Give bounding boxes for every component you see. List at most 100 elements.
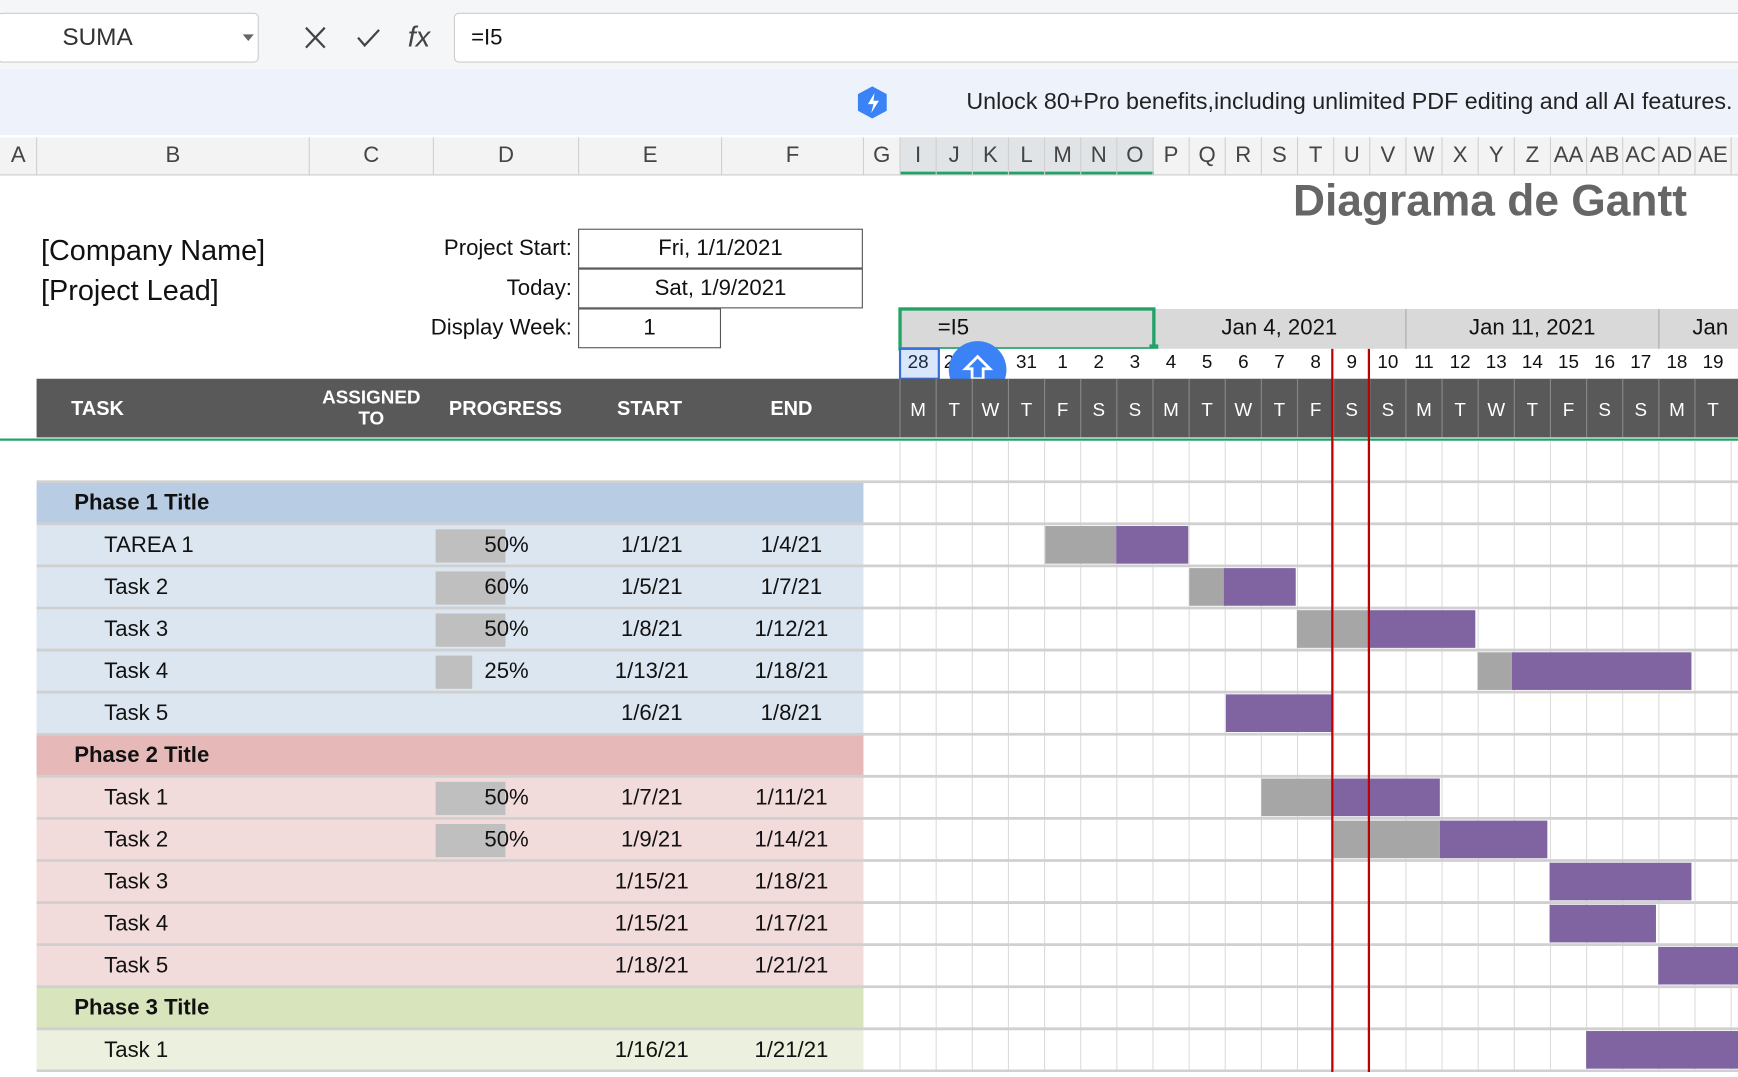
weekday: S — [1382, 399, 1395, 420]
fill-handle[interactable] — [1149, 344, 1159, 354]
task-end: 1/21/21 — [754, 1037, 828, 1062]
column-header[interactable]: E — [643, 142, 658, 167]
column-header[interactable]: F — [786, 142, 800, 167]
column-header[interactable]: Z — [1526, 142, 1540, 167]
phase-header — [36, 987, 864, 1028]
weekday: M — [1416, 399, 1432, 420]
table-header-text: END — [770, 398, 812, 420]
column-header[interactable]: AD — [1662, 142, 1693, 167]
table-header-text: TASK — [71, 398, 124, 420]
day-number: 19 — [1703, 351, 1724, 372]
task-name: TAREA 1 — [104, 532, 193, 557]
field-box[interactable] — [578, 268, 863, 309]
fx-icon[interactable]: fx — [408, 21, 432, 53]
column-header[interactable]: D — [498, 142, 514, 167]
column-header[interactable]: T — [1309, 142, 1323, 167]
column-header[interactable]: O — [1126, 142, 1143, 167]
day-number: 18 — [1666, 351, 1687, 372]
day-number: 16 — [1594, 351, 1615, 372]
task-name: Task 1 — [104, 1037, 168, 1062]
task-end: 1/4/21 — [761, 532, 823, 557]
confirm-icon[interactable] — [357, 29, 380, 48]
task-start: 1/15/21 — [615, 911, 689, 936]
phase-title: Phase 3 Title — [74, 995, 209, 1020]
progress-bar — [435, 823, 506, 858]
column-header[interactable]: AE — [1698, 142, 1728, 167]
column-header[interactable]: L — [1020, 142, 1032, 167]
day-number: 15 — [1558, 351, 1579, 372]
column-header[interactable]: K — [983, 142, 998, 167]
selected-columns-underline — [900, 171, 1154, 175]
formula-text: =I5 — [471, 25, 502, 50]
weekday: W — [1487, 399, 1505, 420]
task-name: Task 4 — [104, 911, 168, 936]
task-name: Task 4 — [104, 658, 168, 683]
column-header[interactable]: I — [915, 142, 921, 167]
column-header[interactable]: M — [1053, 142, 1071, 167]
task-end: 1/14/21 — [754, 826, 828, 851]
progress-bar — [435, 613, 506, 647]
week-header-bg — [900, 308, 1738, 349]
column-header[interactable]: P — [1164, 142, 1179, 167]
task-name: Task 5 — [104, 700, 168, 725]
name-box[interactable] — [0, 12, 259, 63]
column-header[interactable]: AB — [1590, 142, 1620, 167]
gantt-done — [1189, 568, 1224, 606]
banner-icon-bolt — [867, 93, 879, 113]
day-number: 7 — [1274, 351, 1284, 372]
column-header[interactable]: N — [1091, 142, 1107, 167]
progress-bar — [435, 655, 473, 689]
column-header[interactable]: B — [166, 142, 181, 167]
phase-title: Phase 2 Title — [74, 742, 209, 767]
task-end: 1/18/21 — [754, 658, 828, 683]
task-start: 1/16/21 — [615, 1037, 689, 1062]
day-number: 12 — [1450, 351, 1471, 372]
task-start: 1/8/21 — [621, 616, 683, 641]
column-header[interactable]: A — [11, 142, 26, 167]
week-label: Jan 11, 2021 — [1469, 315, 1595, 340]
column-header[interactable]: S — [1272, 142, 1287, 167]
column-header[interactable]: V — [1380, 142, 1395, 167]
banner-text[interactable]: Unlock 80+Pro benefits,including unlimit… — [966, 88, 1732, 114]
weekday: T — [1527, 399, 1539, 420]
column-header[interactable]: X — [1453, 142, 1468, 167]
column-header[interactable]: G — [873, 142, 890, 167]
weekday: S — [1635, 399, 1648, 420]
task-end: 1/11/21 — [755, 784, 827, 809]
task-row — [36, 945, 864, 986]
task-name: Task 3 — [104, 616, 168, 641]
cancel-icon[interactable] — [305, 26, 326, 49]
selected-columns — [900, 137, 1154, 175]
formula-input[interactable] — [453, 12, 1738, 63]
weekday: W — [981, 399, 999, 420]
gantt-remaining — [1225, 694, 1333, 733]
column-header[interactable]: U — [1344, 142, 1360, 167]
column-header[interactable]: J — [949, 142, 960, 167]
task-start: 1/18/21 — [615, 953, 689, 978]
task-end: 1/21/21 — [754, 953, 828, 978]
column-header[interactable]: R — [1235, 142, 1251, 167]
weekday: F — [1563, 399, 1575, 420]
task-row — [36, 1029, 864, 1070]
column-header[interactable]: Q — [1199, 142, 1216, 167]
weekday: S — [1598, 399, 1611, 420]
column-header[interactable]: W — [1414, 142, 1435, 167]
column-header[interactable]: AC — [1625, 142, 1656, 167]
column-header[interactable]: C — [363, 142, 379, 167]
table-header-text: PROGRESS — [449, 398, 562, 420]
week-label: Jan — [1692, 315, 1728, 340]
column-header[interactable]: Y — [1489, 142, 1504, 167]
column-header[interactable]: AA — [1554, 142, 1584, 167]
day-number: 11 — [1414, 351, 1434, 372]
gantt-remaining — [1223, 568, 1296, 606]
gantt-remaining — [1658, 946, 1738, 985]
field-box[interactable] — [578, 308, 722, 349]
weekday: M — [910, 399, 926, 420]
task-start: 1/5/21 — [621, 574, 683, 599]
field-box[interactable] — [578, 228, 863, 269]
gantt-remaining — [1332, 778, 1440, 817]
dropdown-arrow[interactable] — [242, 34, 254, 41]
gantt-remaining — [1549, 862, 1692, 901]
column-header-bar — [0, 137, 1738, 175]
